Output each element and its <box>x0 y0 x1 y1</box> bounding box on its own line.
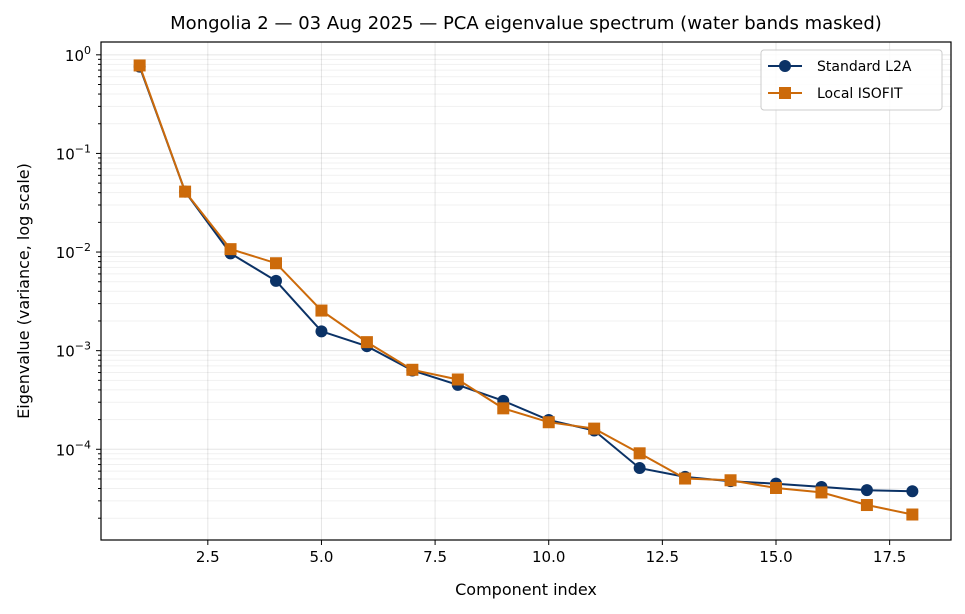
data-point-local-isofit <box>770 481 782 494</box>
data-point-standard-l2a <box>633 462 646 475</box>
legend-label-local-isofit: Local ISOFIT <box>817 86 903 102</box>
chart-title: Mongolia 2 — 03 Aug 2025 — PCA eigenvalu… <box>170 13 882 34</box>
data-point-local-isofit <box>860 499 873 512</box>
x-tick-label: 10.0 <box>532 548 565 566</box>
legend-item-standard-l2a: Standard L2A <box>768 59 912 75</box>
data-point-local-isofit <box>542 416 555 429</box>
x-tick-label: 2.5 <box>196 548 220 566</box>
data-point-local-isofit <box>497 402 510 415</box>
y-axis: 10−4 10−3 10−2 10−1 100 <box>56 44 101 519</box>
data-point-local-isofit <box>633 447 646 460</box>
x-tick-label: 12.5 <box>646 548 679 566</box>
x-tick-label: 15.0 <box>759 548 792 566</box>
x-axis: 2.5 5.0 7.5 10.0 12.5 15.0 17.5 <box>196 540 906 566</box>
data-point-local-isofit <box>224 243 237 256</box>
x-tick-label: 7.5 <box>423 548 447 566</box>
x-tick-label: 17.5 <box>873 548 906 566</box>
data-point-standard-l2a <box>315 325 328 338</box>
y-axis-label: Eigenvalue (variance, log scale) <box>14 163 33 419</box>
x-tick-label: 5.0 <box>310 548 334 566</box>
data-point-local-isofit <box>815 486 828 499</box>
series-layer <box>133 59 919 521</box>
data-point-local-isofit <box>906 508 919 521</box>
data-point-standard-l2a <box>906 485 919 498</box>
grid <box>101 42 951 540</box>
data-point-local-isofit <box>270 257 282 270</box>
legend-box <box>760 49 943 111</box>
y-tick-label: 10−1 <box>56 142 91 163</box>
data-point-local-isofit <box>451 373 464 386</box>
x-axis-label: Component index <box>455 580 597 599</box>
legend-label-standard-l2a: Standard L2A <box>817 59 912 75</box>
data-point-standard-l2a <box>270 274 282 287</box>
data-point-standard-l2a <box>860 484 873 497</box>
data-point-local-isofit <box>133 59 146 72</box>
y-tick-label: 10−4 <box>56 438 91 459</box>
data-point-local-isofit <box>724 474 737 487</box>
data-point-local-isofit <box>315 304 328 317</box>
data-point-local-isofit <box>679 472 692 485</box>
series-line-local-isofit <box>138 65 913 516</box>
legend-item-local-isofit: Local ISOFIT <box>768 86 903 102</box>
data-point-local-isofit <box>406 363 419 376</box>
data-point-local-isofit <box>360 336 373 349</box>
data-point-local-isofit <box>179 185 192 198</box>
legend-marker-local-isofit <box>779 87 791 99</box>
y-tick-label: 10−2 <box>56 241 91 262</box>
series-line-standard-l2a <box>138 66 913 493</box>
legend-marker-standard-l2a <box>779 60 791 72</box>
legend: Standard L2A Local ISOFIT <box>760 49 943 111</box>
y-tick-label: 10−3 <box>56 340 91 361</box>
data-point-local-isofit <box>588 422 601 435</box>
y-tick-label: 100 <box>65 44 91 65</box>
